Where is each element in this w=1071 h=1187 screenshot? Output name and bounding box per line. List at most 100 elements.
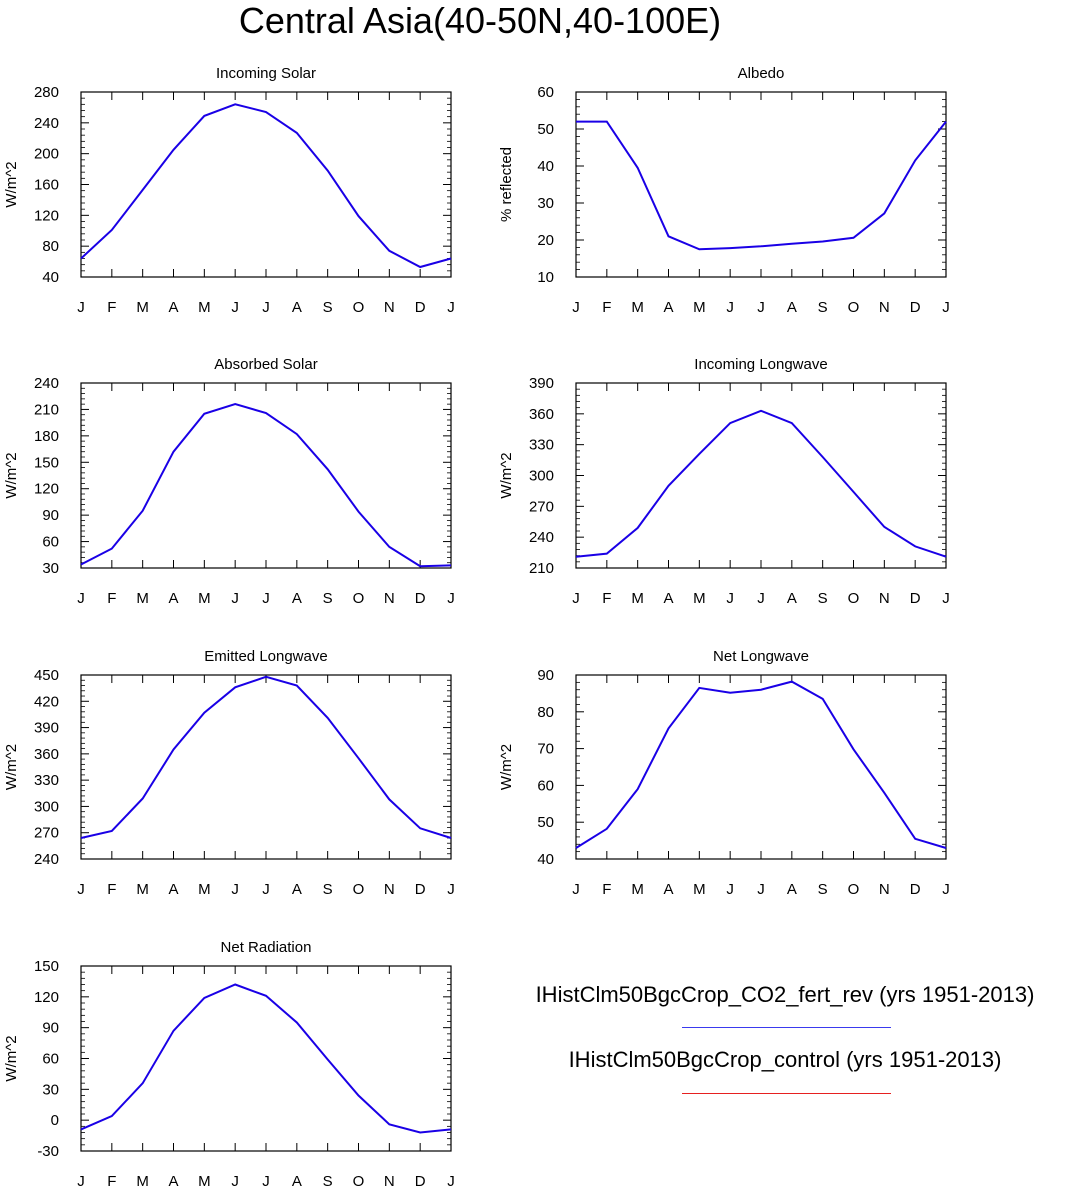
y-axis-label-net-longwave: W/m^2	[498, 744, 515, 790]
plot-frame-absorbed-solar	[80, 382, 452, 569]
y-tick-label-albedo: 40	[537, 158, 554, 175]
x-tick-label-incoming-solar: J	[77, 299, 85, 316]
y-tick-label-net-radiation: 0	[51, 1112, 59, 1129]
x-tick-label-net-radiation: J	[231, 1173, 239, 1187]
x-tick-label-net-radiation: J	[447, 1173, 455, 1187]
y-tick-label-albedo: 30	[537, 195, 554, 212]
x-tick-label-incoming-longwave: J	[726, 590, 734, 607]
x-tick-label-absorbed-solar: S	[323, 590, 333, 607]
y-tick-label-net-longwave: 40	[537, 851, 554, 868]
x-tick-label-albedo: M	[631, 299, 644, 316]
x-tick-label-net-radiation: A	[168, 1173, 178, 1187]
y-tick-label-incoming-solar: 40	[42, 269, 59, 286]
y-tick-label-net-longwave: 50	[537, 814, 554, 831]
y-axis-label-absorbed-solar: W/m^2	[3, 452, 20, 498]
figure-title: Central Asia(40-50N,40-100E)	[238, 0, 722, 41]
y-tick-label-net-radiation: 90	[42, 1020, 59, 1037]
y-tick-label-incoming-longwave: 330	[529, 437, 554, 454]
y-tick-label-incoming-solar: 160	[34, 177, 59, 194]
y-tick-label-incoming-longwave: 210	[529, 560, 554, 577]
panel-title-albedo: Albedo	[738, 65, 785, 82]
y-tick-label-net-radiation: 150	[34, 958, 59, 975]
x-tick-label-albedo: J	[726, 299, 734, 316]
y-tick-label-incoming-solar: 280	[34, 84, 59, 101]
x-tick-label-emitted-longwave: D	[415, 881, 426, 898]
y-tick-label-albedo: 50	[537, 121, 554, 138]
y-tick-label-net-radiation: 120	[34, 989, 59, 1006]
plot-frame-net-radiation	[80, 965, 452, 1152]
x-tick-label-incoming-solar: O	[353, 299, 365, 316]
x-tick-label-albedo: A	[663, 299, 673, 316]
x-tick-label-net-longwave: D	[910, 881, 921, 898]
x-tick-label-incoming-solar: N	[384, 299, 395, 316]
x-tick-label-emitted-longwave: J	[77, 881, 85, 898]
panel-title-absorbed-solar: Absorbed Solar	[214, 356, 317, 373]
x-tick-label-absorbed-solar: A	[292, 590, 302, 607]
series-line-net-longwave	[575, 680, 947, 849]
x-tick-label-incoming-solar: J	[231, 299, 239, 316]
panel-absorbed-solar: Absorbed Solar W/m^2 30 60 90 120 150 180 210 240…	[3, 356, 455, 607]
y-tick-label-net-radiation: 60	[42, 1051, 59, 1068]
panel-title-net-longwave: Net Longwave	[713, 648, 809, 665]
y-tick-label-incoming-longwave: 300	[529, 468, 554, 485]
legend-label-control: IHistClm50BgcCrop_control (yrs 1951-2013…	[568, 1047, 1002, 1072]
x-tick-label-incoming-solar: A	[168, 299, 178, 316]
x-tick-label-albedo: N	[879, 299, 890, 316]
series-line-absorbed-solar	[80, 403, 452, 568]
y-tick-label-incoming-longwave: 390	[529, 375, 554, 392]
series-line-net-radiation	[80, 983, 452, 1134]
x-tick-label-absorbed-solar: J	[447, 590, 455, 607]
plot-frame-emitted-longwave	[80, 674, 452, 860]
x-tick-label-emitted-longwave: A	[292, 881, 302, 898]
x-tick-label-albedo: J	[942, 299, 950, 316]
x-tick-label-net-radiation: F	[107, 1173, 116, 1187]
series-line-albedo	[576, 120, 947, 251]
y-tick-label-absorbed-solar: 180	[34, 428, 59, 445]
x-tick-label-net-longwave: O	[848, 881, 860, 898]
y-tick-label-net-longwave: 80	[537, 704, 554, 721]
y-tick-label-net-radiation: 30	[42, 1081, 59, 1098]
y-tick-label-net-longwave: 60	[537, 777, 554, 794]
x-tick-label-absorbed-solar: D	[415, 590, 426, 607]
x-tick-label-net-radiation: J	[77, 1173, 85, 1187]
x-tick-label-incoming-longwave: M	[631, 590, 644, 607]
y-tick-label-absorbed-solar: 120	[34, 481, 59, 498]
x-tick-label-incoming-solar: S	[323, 299, 333, 316]
y-tick-label-net-longwave: 70	[537, 741, 554, 758]
x-tick-label-albedo: S	[818, 299, 828, 316]
panel-title-incoming-longwave: Incoming Longwave	[694, 356, 827, 373]
x-tick-label-albedo: J	[757, 299, 765, 316]
x-tick-label-net-longwave: J	[942, 881, 950, 898]
x-tick-label-albedo: A	[787, 299, 797, 316]
x-tick-label-incoming-longwave: F	[602, 590, 611, 607]
y-axis-label-incoming-longwave: W/m^2	[498, 452, 515, 498]
x-tick-label-net-longwave: A	[787, 881, 797, 898]
y-tick-label-absorbed-solar: 30	[42, 560, 59, 577]
plot-frame-net-longwave	[575, 674, 947, 860]
y-axis-label-albedo: % reflected	[498, 147, 515, 222]
x-tick-label-albedo: J	[572, 299, 580, 316]
x-tick-label-emitted-longwave: N	[384, 881, 395, 898]
x-tick-label-net-longwave: M	[693, 881, 706, 898]
y-tick-label-net-radiation: -30	[37, 1143, 59, 1160]
x-tick-label-incoming-solar: J	[262, 299, 270, 316]
x-tick-label-net-radiation: M	[136, 1173, 149, 1187]
series-line-incoming-longwave	[575, 409, 947, 558]
x-tick-label-net-longwave: N	[879, 881, 890, 898]
y-tick-label-emitted-longwave: 270	[34, 825, 59, 842]
x-tick-label-incoming-solar: M	[198, 299, 211, 316]
x-tick-label-net-longwave: A	[663, 881, 673, 898]
panel-incoming-solar: Incoming Solar W/m^2 40 80 120 160 200 240 280 J F…	[3, 65, 455, 316]
x-tick-label-emitted-longwave: F	[107, 881, 116, 898]
x-tick-label-emitted-longwave: O	[353, 881, 365, 898]
x-tick-label-net-radiation: O	[353, 1173, 365, 1187]
x-tick-label-incoming-solar: J	[447, 299, 455, 316]
x-tick-label-emitted-longwave: S	[323, 881, 333, 898]
x-tick-label-absorbed-solar: N	[384, 590, 395, 607]
panel-title-incoming-solar: Incoming Solar	[216, 65, 316, 82]
y-tick-label-emitted-longwave: 420	[34, 693, 59, 710]
x-tick-label-emitted-longwave: J	[231, 881, 239, 898]
y-tick-label-absorbed-solar: 60	[42, 534, 59, 551]
